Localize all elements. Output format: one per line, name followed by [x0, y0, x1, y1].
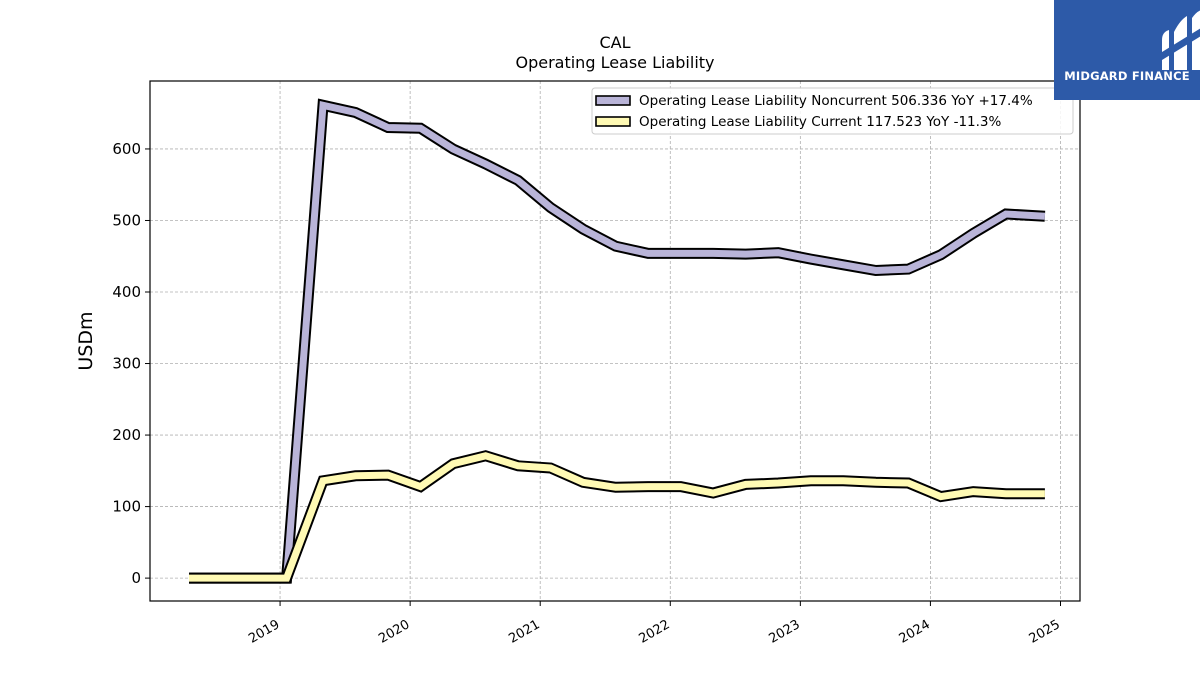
y-tick-label: 400	[112, 283, 141, 301]
y-axis-label: USDm	[75, 311, 97, 370]
plot-frame	[149, 80, 1081, 602]
x-tick-label: 2020	[376, 617, 412, 647]
brand-name: MIDGARD FINANCE	[1064, 69, 1190, 83]
x-tick-label: 2022	[636, 617, 672, 647]
y-tick-label: 200	[112, 426, 141, 444]
legend-box	[591, 87, 1074, 135]
y-tick-label: 300	[112, 355, 141, 373]
chart-title: CAL	[599, 33, 630, 52]
legend-swatch	[595, 95, 631, 106]
y-tick-label: 100	[112, 498, 141, 516]
legend-swatch	[595, 116, 631, 127]
series-1-line	[189, 452, 1045, 582]
series-0-line	[189, 101, 1046, 582]
y-tick-label: 500	[112, 211, 141, 229]
x-tick-label: 2024	[897, 617, 933, 647]
x-tick-label: 2023	[767, 617, 803, 647]
series-layer	[189, 98, 1046, 584]
y-tick-label: 600	[112, 140, 141, 158]
brand-logo: MIDGARD FINANCE	[1054, 0, 1200, 100]
midgard-logo-icon	[1162, 10, 1200, 70]
grid	[150, 81, 1080, 601]
x-tick-label: 2025	[1027, 617, 1063, 647]
series-1-outline	[189, 450, 1045, 584]
y-tick-label: 0	[131, 569, 141, 587]
legend-label: Operating Lease Liability Noncurrent 506…	[639, 93, 1033, 109]
legend-label: Operating Lease Liability Current 117.52…	[639, 114, 1002, 130]
x-tick-label: 2019	[246, 617, 282, 647]
legend: Operating Lease Liability Noncurrent 506…	[591, 87, 1074, 135]
chart-subtitle: Operating Lease Liability	[515, 53, 714, 72]
axis-ticks: 0 100 200 300 400 500 600 2019 2020 2021 2022 2023 2…	[112, 140, 1062, 647]
x-tick-label: 2021	[506, 617, 542, 647]
